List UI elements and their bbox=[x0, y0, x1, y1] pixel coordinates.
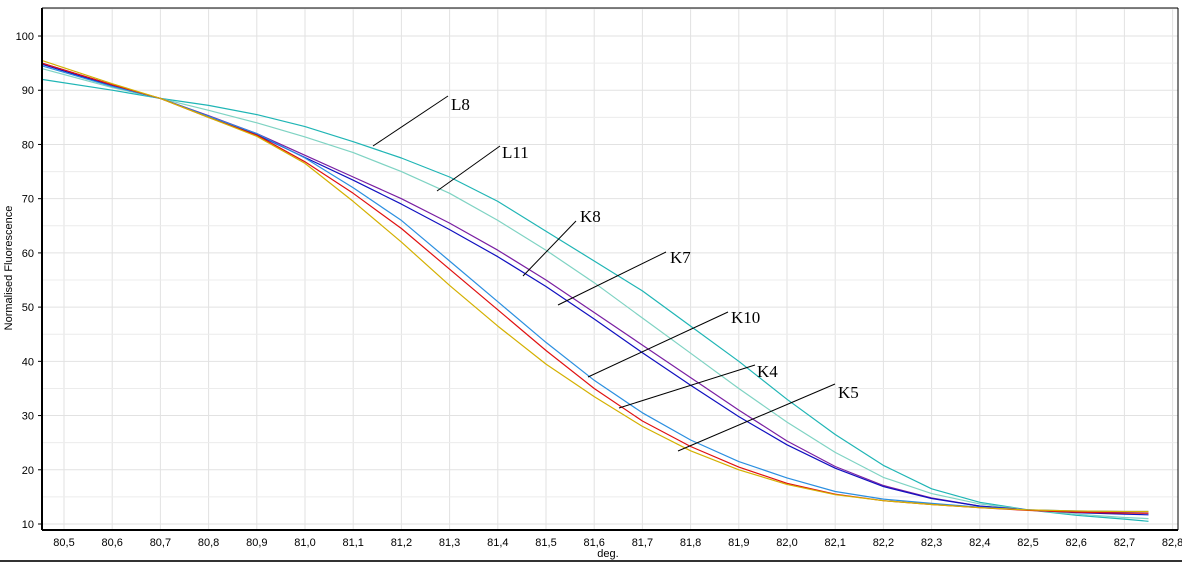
series-line-k5 bbox=[41, 59, 1149, 513]
annotation-leader-k5 bbox=[677, 383, 836, 452]
axes: 80,5 80,6 80,7 80,8 80,9 81,0 81,1 81,2 81,3 81,4… bbox=[0, 7, 1182, 562]
x-tick-label: 80,8 bbox=[198, 537, 219, 549]
x-tick-label: 82,5 bbox=[1017, 537, 1038, 549]
x-tick-label: 82,2 bbox=[873, 537, 894, 549]
annotation-leader-k8 bbox=[522, 220, 577, 277]
y-tick-label: 10 bbox=[22, 519, 34, 531]
annotation-leader-k7 bbox=[557, 251, 667, 306]
x-tick-label: 80,9 bbox=[246, 537, 267, 549]
x-tick-label: 81,1 bbox=[342, 537, 363, 549]
annotation-label-k10: K10 bbox=[731, 308, 760, 327]
annotation-leader-k10 bbox=[587, 311, 729, 378]
x-tick-label: 81,5 bbox=[535, 537, 556, 549]
annotation-label-l8: L8 bbox=[451, 95, 470, 114]
x-tick-label: 80,5 bbox=[53, 537, 74, 549]
annotation-leader-k4 bbox=[618, 364, 756, 409]
y-tick-label: 40 bbox=[22, 356, 34, 368]
x-tick-label: 82,6 bbox=[1065, 537, 1086, 549]
x-tick-label: 82,0 bbox=[776, 537, 797, 549]
annotations: L8 L11 K8 K7 K10 K4 K5 bbox=[372, 95, 859, 452]
y-tick-label: 80 bbox=[22, 139, 34, 151]
y-axis-label: Normalised Fluorescence bbox=[3, 206, 15, 331]
x-tick-label: 81,0 bbox=[294, 537, 315, 549]
y-tick-label: 50 bbox=[22, 302, 34, 314]
annotation-label-k5: K5 bbox=[838, 383, 859, 402]
x-tick-label: 81,8 bbox=[680, 537, 701, 549]
annotation-label-k7: K7 bbox=[670, 248, 691, 267]
x-tick-label: 82,1 bbox=[824, 537, 845, 549]
annotation-label-k4: K4 bbox=[757, 362, 778, 381]
x-tick-label: 80,7 bbox=[150, 537, 171, 549]
annotation-leader-l11 bbox=[436, 145, 501, 192]
y-tick-label: 70 bbox=[22, 194, 34, 206]
x-tick-label: 82,4 bbox=[969, 537, 990, 549]
annotation-leader-l8 bbox=[372, 95, 449, 147]
y-tick-label: 30 bbox=[22, 411, 34, 423]
x-tick-label: 81,4 bbox=[487, 537, 508, 549]
x-tick-label: 80,6 bbox=[101, 537, 122, 549]
x-tick-label: 81,2 bbox=[391, 537, 412, 549]
x-tick-label: 82,8 bbox=[1162, 537, 1182, 549]
y-tick-label: 100 bbox=[16, 31, 34, 43]
x-tick-label: 81,3 bbox=[439, 537, 460, 549]
x-tick-label: 82,7 bbox=[1114, 537, 1135, 549]
annotation-label-k8: K8 bbox=[580, 207, 601, 226]
x-tick-label: 82,3 bbox=[921, 537, 942, 549]
grid bbox=[42, 8, 1178, 530]
annotation-label-l11: L11 bbox=[502, 143, 529, 162]
x-tick-label: 81,9 bbox=[728, 537, 749, 549]
y-tick-label: 60 bbox=[22, 248, 34, 260]
x-axis-label: deg. bbox=[597, 548, 618, 560]
y-tick-label: 20 bbox=[22, 465, 34, 477]
x-tick-label: 81,7 bbox=[632, 537, 653, 549]
x-tick-label: 81,6 bbox=[583, 537, 604, 549]
y-tick-label: 90 bbox=[22, 85, 34, 97]
series-line-l11 bbox=[41, 68, 1149, 520]
